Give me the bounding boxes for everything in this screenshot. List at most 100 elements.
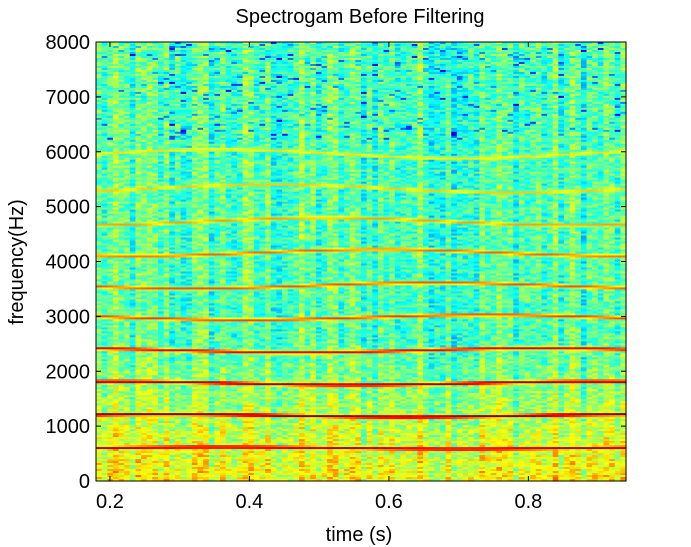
heatmap-cell — [231, 81, 238, 85]
heatmap-cell — [603, 93, 610, 97]
heatmap-cell — [112, 67, 120, 71]
heatmap-cell — [389, 57, 396, 61]
heatmap-cell — [603, 75, 610, 79]
heatmap-cell — [242, 99, 249, 103]
heatmap-cell — [220, 101, 227, 105]
heatmap-cell — [287, 47, 294, 51]
heatmap-cell — [96, 44, 103, 47]
heatmap-cell — [524, 87, 531, 91]
heatmap-cell — [96, 55, 103, 59]
heatmap-cell — [530, 101, 537, 105]
heatmap-cell — [332, 53, 340, 57]
heatmap-cell — [129, 55, 137, 59]
heatmap-cell — [191, 87, 199, 91]
heatmap-cell — [129, 59, 137, 63]
heatmap-cell — [310, 65, 317, 69]
heatmap-cell — [552, 61, 559, 65]
heatmap-cell — [451, 89, 458, 93]
heatmap-cell — [496, 49, 503, 53]
heatmap-cell — [236, 65, 244, 69]
heatmap-cell — [456, 79, 464, 83]
heatmap-cell — [547, 49, 554, 53]
heatmap-cell — [344, 44, 351, 47]
heatmap-cell — [524, 53, 531, 57]
heatmap-cell — [575, 57, 582, 61]
heatmap-cell — [338, 79, 345, 83]
heatmap-cell — [586, 101, 593, 105]
heatmap-cell — [158, 69, 165, 73]
heatmap-cell — [541, 45, 548, 49]
heatmap-cell — [208, 93, 216, 97]
heatmap-cell — [287, 61, 294, 65]
heatmap-cell — [552, 67, 559, 71]
heatmap-cell — [220, 87, 227, 91]
heatmap-cell — [609, 81, 616, 85]
heatmap-cell — [558, 99, 565, 103]
heatmap-cell — [575, 75, 582, 79]
heatmap-cell — [355, 81, 362, 85]
heatmap-cell — [135, 57, 142, 61]
heatmap-cell — [496, 83, 503, 87]
heatmap-cell — [361, 61, 368, 65]
heatmap-cell — [462, 59, 469, 63]
heatmap-cell — [310, 67, 317, 71]
heatmap-cell — [383, 89, 390, 93]
heatmap-cell — [310, 79, 317, 83]
heatmap-cell — [445, 65, 452, 69]
heatmap-cell — [180, 49, 187, 53]
heatmap-cell — [592, 97, 599, 101]
heatmap-cell — [208, 51, 216, 55]
heatmap-cell — [146, 101, 153, 105]
heatmap-cell — [304, 85, 311, 89]
heatmap-cell — [225, 53, 232, 57]
heatmap-cell — [327, 69, 334, 73]
heatmap-cell — [112, 81, 120, 85]
heatmap-cell — [152, 49, 159, 53]
heatmap-cell — [535, 49, 543, 53]
heatmap-cell — [535, 85, 543, 89]
heatmap-cell — [321, 42, 328, 45]
heatmap-cell — [485, 83, 492, 87]
heatmap-cell — [236, 45, 244, 49]
heatmap-cell — [456, 95, 464, 99]
heatmap-cell — [389, 91, 396, 95]
heatmap-cell — [366, 75, 373, 79]
heatmap-cell — [535, 93, 543, 97]
heatmap-cell — [580, 49, 588, 53]
heatmap-cell — [135, 63, 142, 67]
heatmap-cell — [518, 73, 526, 77]
heatmap-cell — [332, 67, 340, 71]
heatmap-cell — [129, 61, 137, 65]
heatmap-cell — [293, 57, 300, 61]
heatmap-cell — [282, 44, 289, 47]
heatmap-cell — [389, 73, 396, 77]
heatmap-cell — [220, 73, 227, 77]
heatmap-cell — [563, 71, 571, 75]
heatmap-cell — [366, 51, 373, 55]
heatmap-cell — [406, 65, 413, 69]
heatmap-cell — [265, 97, 272, 101]
heatmap-cell — [124, 59, 131, 63]
heatmap-cell — [451, 55, 458, 59]
heatmap-cell — [518, 87, 526, 91]
heatmap-cell — [535, 53, 543, 57]
heatmap-cell — [473, 71, 481, 75]
heatmap-cell — [180, 67, 187, 71]
heatmap-cell — [129, 77, 137, 81]
heatmap-cell — [220, 59, 227, 63]
heatmap-cell — [355, 63, 362, 67]
heatmap-cell — [197, 67, 204, 71]
heatmap-cell — [383, 63, 390, 67]
heatmap-cell — [236, 93, 244, 97]
heatmap-cell — [428, 49, 435, 53]
heatmap-cell — [366, 65, 373, 69]
heatmap-cell — [304, 73, 311, 77]
heatmap-cell — [152, 81, 159, 85]
heatmap-cell — [344, 91, 351, 95]
heatmap-cell — [507, 65, 514, 69]
heatmap-cell — [231, 87, 238, 91]
heatmap-cell — [321, 97, 328, 101]
heatmap-cell — [231, 67, 238, 71]
heatmap-cell — [394, 45, 402, 49]
heatmap-cell — [530, 49, 537, 53]
